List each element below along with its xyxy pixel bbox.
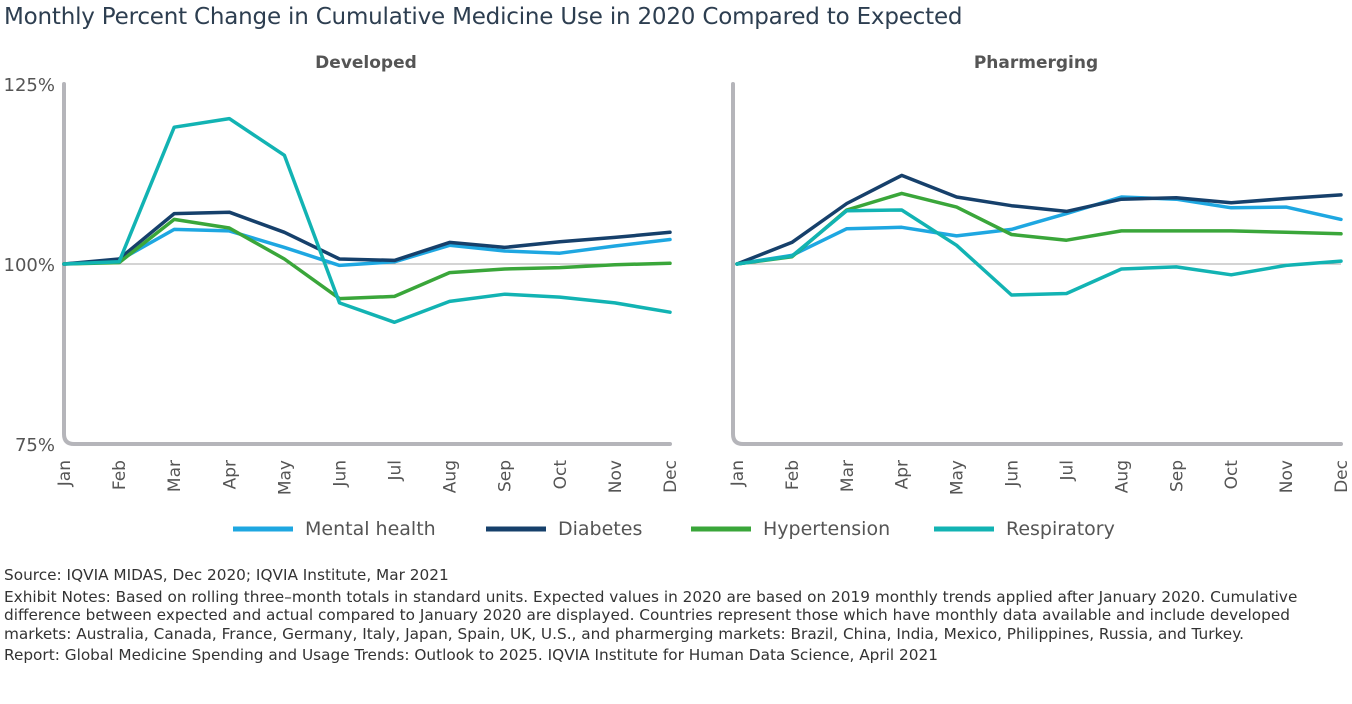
x-tick-label: Jan [55,460,75,487]
x-tick-label: Sep [1167,460,1187,492]
x-tick-label: May [275,460,295,495]
x-tick-label: Nov [1277,460,1297,493]
y-tick-label: 75% [15,435,55,456]
series-line-hypertension [62,217,672,301]
panel-title: Pharmerging [974,53,1098,73]
legend-label: Diabetes [558,518,642,540]
x-tick-label: Jun [330,460,350,488]
x-tick-label: Feb [783,460,803,490]
panel-developed: Developed 125% 100% 75%Jan Feb Mar Apr May Jun Ju… [4,53,681,495]
notes: Source: IQVIA MIDAS, Dec 2020; IQVIA Ins… [4,566,1348,668]
axis-frame [731,82,1343,446]
source-note: Source: IQVIA MIDAS, Dec 2020; IQVIA Ins… [4,566,449,584]
report-note: Report: Global Medicine Spending and Usa… [4,646,938,665]
series-line-diabetes [62,210,672,266]
panel-title: Developed [315,53,417,73]
x-tick-label: Dec [661,460,681,493]
x-tick-label: Apr [893,460,913,489]
y-tick-label: 125% [4,75,55,96]
chart-title: Monthly Percent Change in Cumulative Med… [4,4,963,30]
exhibit-note: Exhibit Notes: Based on rolling three–mo… [4,587,1298,643]
x-tick-label: Mar [838,460,858,492]
x-tick-label: Aug [1112,460,1132,493]
x-tick-label: May [948,460,968,495]
panel-pharmerging: Pharmerging Jan Feb Mar Apr May Jun Jul Aug Sep Oc… [728,53,1352,495]
series-line-mental-health [62,227,672,268]
series-line-diabetes [735,173,1343,266]
legend-label: Hypertension [763,518,890,540]
series-line-respiratory [62,116,672,325]
axis-frame [62,82,672,446]
x-tick-label: Jul [386,460,406,482]
y-tick-label: 100% [4,255,55,276]
legend-label: Respiratory [1006,518,1115,540]
x-tick-label: Oct [551,460,571,490]
x-tick-label: Jul [1057,460,1077,482]
x-tick-label: Jan [728,460,748,487]
series-line-mental-health [735,195,1343,266]
x-tick-label: Apr [220,460,240,489]
x-tick-label: Nov [606,460,626,493]
x-tick-label: Dec [1332,460,1352,493]
x-tick-label: Feb [110,460,130,490]
series-line-respiratory [735,208,1343,297]
x-tick-label: Aug [441,460,461,493]
legend-label: Mental health [305,518,436,540]
x-tick-label: Sep [496,460,516,492]
x-tick-label: Mar [165,460,185,492]
x-tick-label: Oct [1222,460,1242,490]
legend: Mental health Diabetes Hypertension Respira… [233,518,1115,540]
x-tick-label: Jun [1003,460,1023,488]
